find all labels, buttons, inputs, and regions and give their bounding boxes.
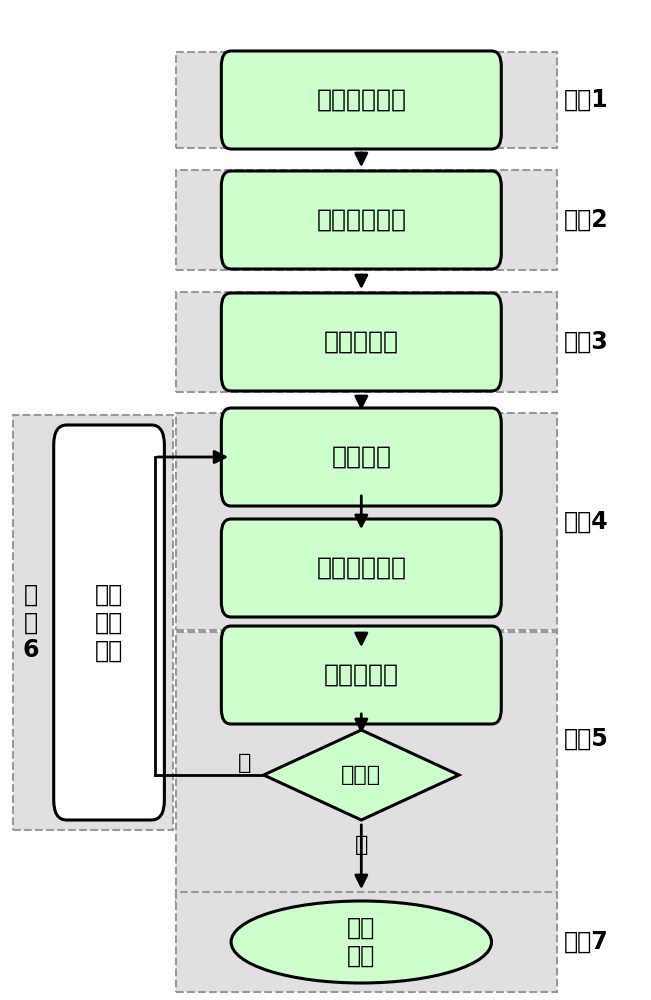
FancyBboxPatch shape — [221, 293, 501, 391]
Bar — [176, 632, 557, 905]
Text: 决策模型构建: 决策模型构建 — [316, 208, 406, 232]
FancyBboxPatch shape — [221, 626, 501, 724]
Text: 代理
模型
更新: 代理 模型 更新 — [95, 583, 123, 662]
Bar — [176, 170, 557, 270]
Bar — [176, 892, 557, 992]
Text: 步
骤
6: 步 骤 6 — [23, 583, 40, 662]
Text: 步骤1: 步骤1 — [564, 88, 608, 112]
Polygon shape — [264, 730, 459, 820]
Text: 步骤7: 步骤7 — [564, 930, 608, 954]
Text: 否: 否 — [238, 753, 251, 773]
Text: 步骤2: 步骤2 — [564, 208, 608, 232]
FancyBboxPatch shape — [221, 51, 501, 149]
Text: 代理初始化: 代理初始化 — [324, 330, 399, 354]
FancyBboxPatch shape — [221, 408, 501, 506]
Text: 收敛？: 收敛？ — [341, 765, 381, 785]
Text: 建模
结束: 建模 结束 — [347, 916, 376, 968]
Text: 步骤4: 步骤4 — [564, 510, 608, 534]
Text: 是: 是 — [355, 835, 368, 855]
Bar — [176, 413, 557, 630]
Text: 混合仿真: 混合仿真 — [331, 445, 391, 469]
Text: 决策样本统计: 决策样本统计 — [316, 556, 406, 580]
FancyBboxPatch shape — [221, 171, 501, 269]
FancyBboxPatch shape — [221, 519, 501, 617]
Text: 仿真环境搞建: 仿真环境搞建 — [316, 88, 406, 112]
Text: 步骤3: 步骤3 — [564, 330, 608, 354]
Text: 步骤5: 步骤5 — [564, 726, 608, 750]
FancyBboxPatch shape — [53, 425, 164, 820]
Bar — [176, 52, 557, 148]
Bar — [13, 415, 173, 830]
Ellipse shape — [231, 901, 492, 983]
Bar — [176, 292, 557, 392]
Text: 收敛性校核: 收敛性校核 — [324, 663, 399, 687]
